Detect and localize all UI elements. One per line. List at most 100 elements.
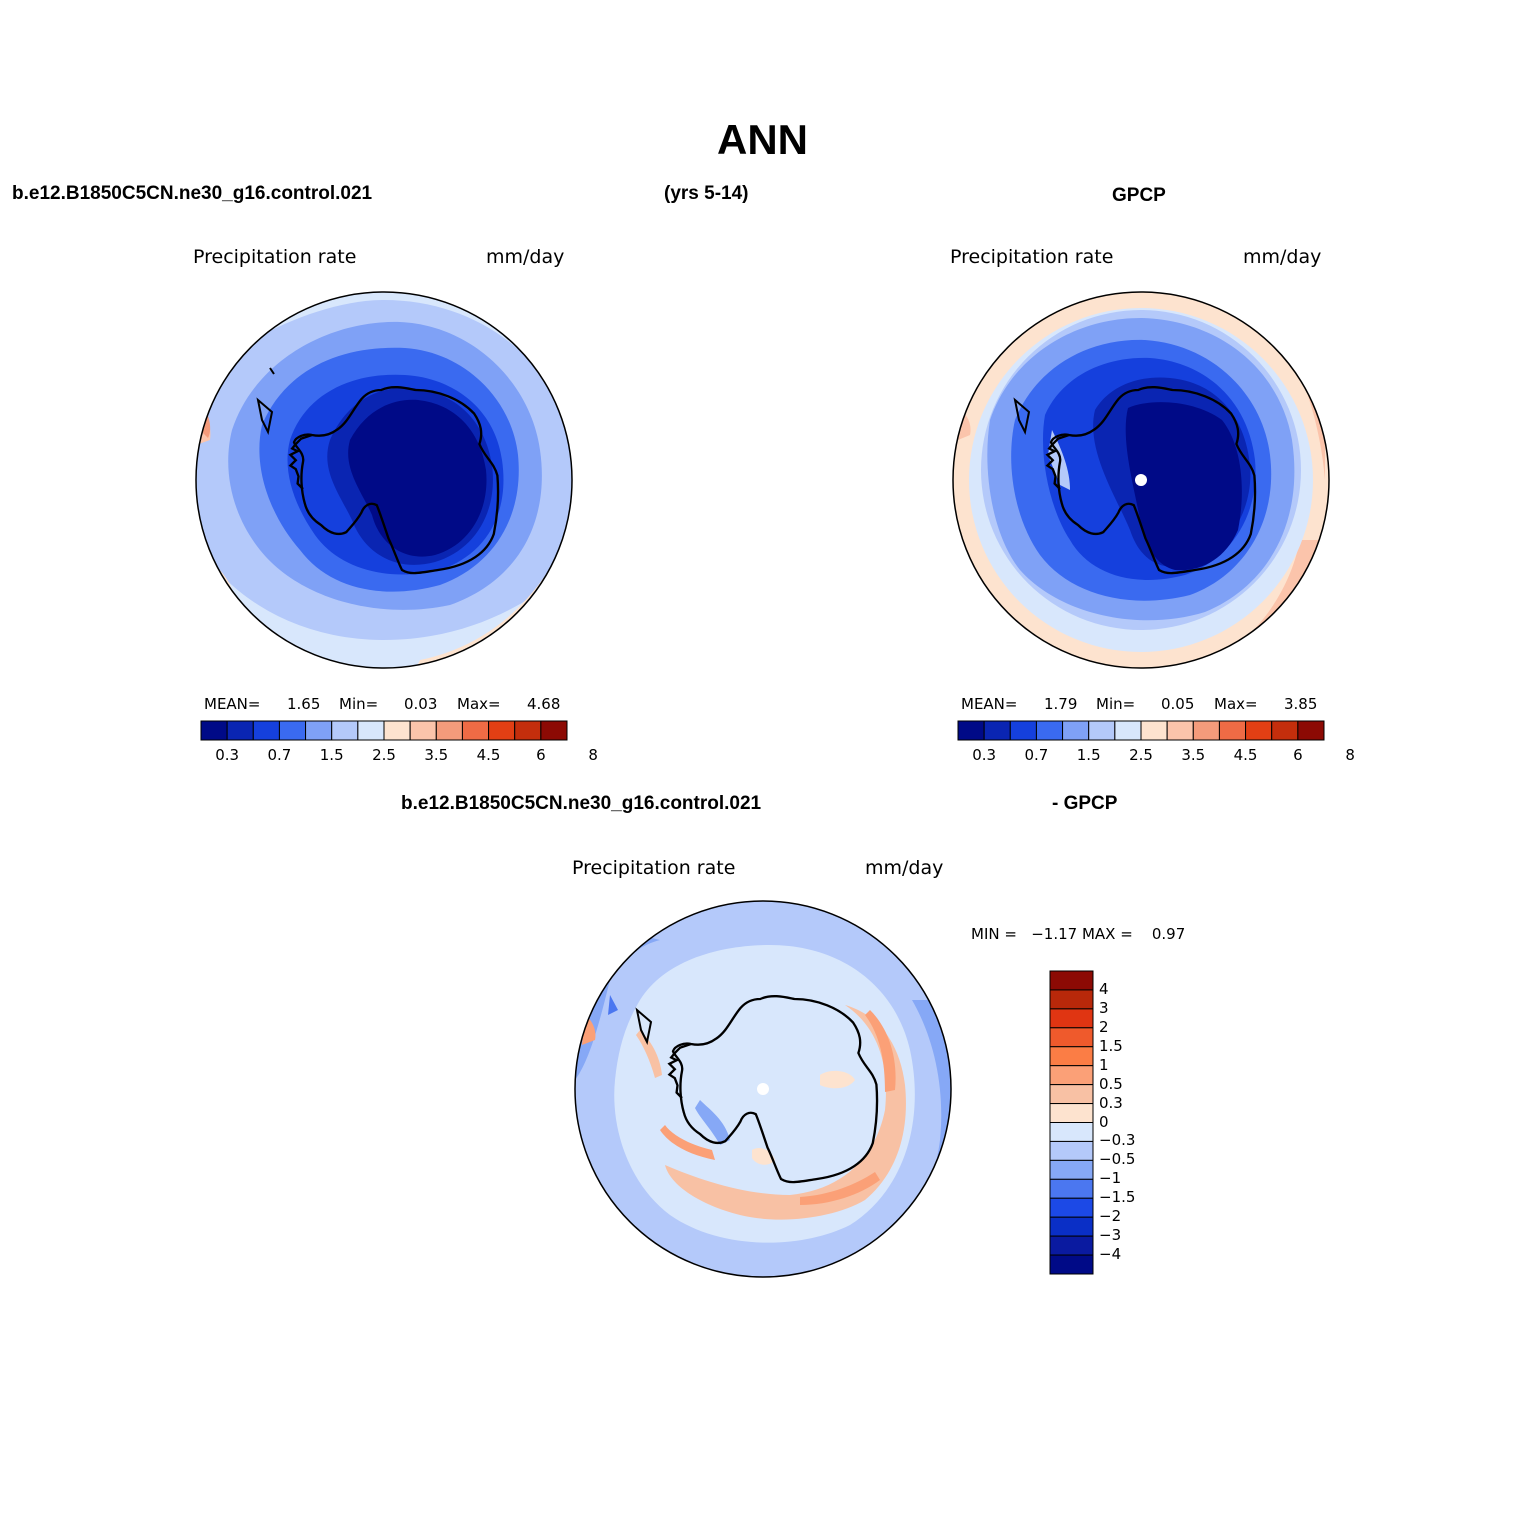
left-min-value: 0.03: [404, 695, 438, 713]
right-colorbar-swatch: [1140, 720, 1168, 741]
right-colorbar-tick-label: 2.5: [1129, 746, 1153, 764]
right-polar-map: [952, 291, 1330, 669]
diff-colorbar-tick-label: −3: [1099, 1226, 1122, 1245]
right-colorbar-tick-label: 4.5: [1233, 746, 1258, 764]
diff-colorbar-swatch: [1049, 1084, 1094, 1105]
diff-case-title: b.e12.B1850C5CN.ne30_g16.control.021: [401, 793, 762, 814]
model-case-title: b.e12.B1850C5CN.ne30_g16.control.021: [12, 183, 373, 204]
diff-colorbar-tick-label: 4: [1099, 979, 1109, 998]
diff-colorbar-tick-label: −0.5: [1099, 1150, 1136, 1169]
left-colorbar-swatch: [461, 720, 490, 741]
left-min-label: Min=: [339, 695, 379, 713]
diff-colorbar-tick-label: −1: [1099, 1169, 1122, 1188]
right-mean-label: MEAN=: [961, 695, 1018, 713]
left-colorbar-swatch: [305, 720, 333, 741]
left-colorbar-swatch: [252, 720, 280, 741]
right-colorbar-swatch: [1009, 720, 1037, 741]
diff-colorbar-swatch: [1049, 1103, 1094, 1123]
left-colorbar-tick-label: 6: [536, 746, 546, 764]
left-colorbar-swatch: [409, 720, 437, 741]
diff-colorbar-swatch: [1049, 1140, 1094, 1161]
diff-panel-variable: Precipitation rate: [572, 857, 736, 879]
right-colorbar-swatch: [1166, 720, 1194, 741]
obs-case-title: GPCP: [1112, 185, 1166, 206]
right-colorbar-tick-label: 1.5: [1076, 746, 1101, 764]
left-colorbar-tick-label: 0.3: [215, 746, 240, 764]
left-colorbar-swatch: [331, 720, 359, 741]
diff-colorbar-tick-label: 1: [1099, 1055, 1109, 1074]
right-colorbar-swatch: [1035, 720, 1064, 741]
left-colorbar-tick-label: 3.5: [424, 746, 449, 764]
right-colorbar-tick-label: 8: [1345, 746, 1355, 764]
left-max-label: Max=: [457, 695, 501, 713]
diff-colorbar-tick-label: −2: [1099, 1207, 1122, 1226]
right-colorbar-swatch: [1218, 720, 1247, 741]
diff-colorbar-swatch: [1049, 989, 1094, 1010]
difference-colorbar: [1049, 970, 1094, 1275]
left-colorbar-tick-label: 0.7: [267, 746, 292, 764]
right-colorbar: [957, 720, 1325, 741]
left-colorbar-swatch: [200, 720, 228, 741]
right-max-value: 3.85: [1284, 695, 1318, 713]
right-min-label: Min=: [1096, 695, 1136, 713]
left-colorbar-tick-label: 2.5: [372, 746, 396, 764]
right-mean-value: 1.79: [1044, 695, 1078, 713]
diff-colorbar-swatch: [1049, 1122, 1094, 1142]
left-colorbar-tick-label: 8: [588, 746, 598, 764]
diff-colorbar-tick-label: −1.5: [1099, 1188, 1136, 1207]
diff-colorbar-swatch: [1049, 1008, 1094, 1029]
diff-colorbar-tick-label: 2: [1099, 1017, 1109, 1036]
diff-colorbar-swatch: [1049, 1159, 1094, 1180]
right-max-label: Max=: [1214, 695, 1258, 713]
left-polar-map: [195, 291, 573, 669]
left-colorbar: [200, 720, 568, 741]
diff-colorbar-tick-label: 0: [1099, 1112, 1109, 1131]
right-colorbar-swatch: [1062, 720, 1090, 741]
left-panel-variable: Precipitation rate: [193, 246, 357, 268]
left-colorbar-swatch: [278, 720, 307, 741]
left-colorbar-swatch: [435, 720, 463, 741]
plot-title: ANN: [717, 116, 808, 163]
left-colorbar-swatch: [514, 720, 542, 741]
diff-colorbar-swatch: [1049, 1197, 1094, 1218]
diff-colorbar-tick-label: 1.5: [1099, 1036, 1123, 1055]
diff-colorbar-swatch: [1049, 1065, 1094, 1086]
diff-colorbar-tick-label: 3: [1099, 998, 1109, 1017]
left-colorbar-swatch: [488, 720, 516, 741]
left-colorbar-swatch: [357, 720, 385, 741]
right-colorbar-swatch: [1192, 720, 1220, 741]
left-mean-value: 1.65: [287, 695, 321, 713]
diff-colorbar-swatch: [1049, 1027, 1094, 1048]
right-colorbar-swatch: [983, 720, 1011, 741]
right-colorbar-tick-label: 3.5: [1181, 746, 1206, 764]
right-colorbar-tick-label: 0.3: [972, 746, 997, 764]
right-colorbar-tick-label: 6: [1293, 746, 1303, 764]
diff-minmax: MIN = −1.17 MAX = 0.97: [971, 925, 1186, 943]
left-max-value: 4.68: [527, 695, 561, 713]
diff-colorbar-tick-label: −0.3: [1099, 1131, 1136, 1150]
left-colorbar-tick-label: 1.5: [319, 746, 344, 764]
left-colorbar-swatch: [383, 720, 411, 741]
left-colorbar-tick-label: 4.5: [476, 746, 501, 764]
diff-obs-title: - GPCP: [1052, 793, 1118, 814]
right-min-value: 0.05: [1161, 695, 1195, 713]
diff-colorbar-swatch: [1049, 1254, 1094, 1275]
years-label: (yrs 5-14): [664, 183, 749, 204]
left-panel-units: mm/day: [486, 246, 565, 268]
diff-colorbar-tick-label: 0.3: [1099, 1093, 1123, 1112]
diff-colorbar-swatch: [1049, 1235, 1094, 1256]
right-panel-variable: Precipitation rate: [950, 246, 1114, 268]
diff-colorbar-swatch: [1049, 1178, 1094, 1199]
diff-colorbar-swatch: [1049, 970, 1094, 991]
right-colorbar-swatch: [1088, 720, 1116, 741]
right-colorbar-swatch: [1297, 720, 1325, 741]
right-colorbar-swatch: [1271, 720, 1299, 741]
right-colorbar-tick-label: 0.7: [1024, 746, 1049, 764]
right-colorbar-swatch: [957, 720, 985, 741]
left-colorbar-swatch: [226, 720, 254, 741]
right-panel-units: mm/day: [1243, 246, 1322, 268]
diff-colorbar-tick-label: −4: [1099, 1245, 1122, 1264]
right-colorbar-swatch: [1245, 720, 1273, 741]
diff-colorbar-tick-label: 0.5: [1099, 1074, 1123, 1093]
